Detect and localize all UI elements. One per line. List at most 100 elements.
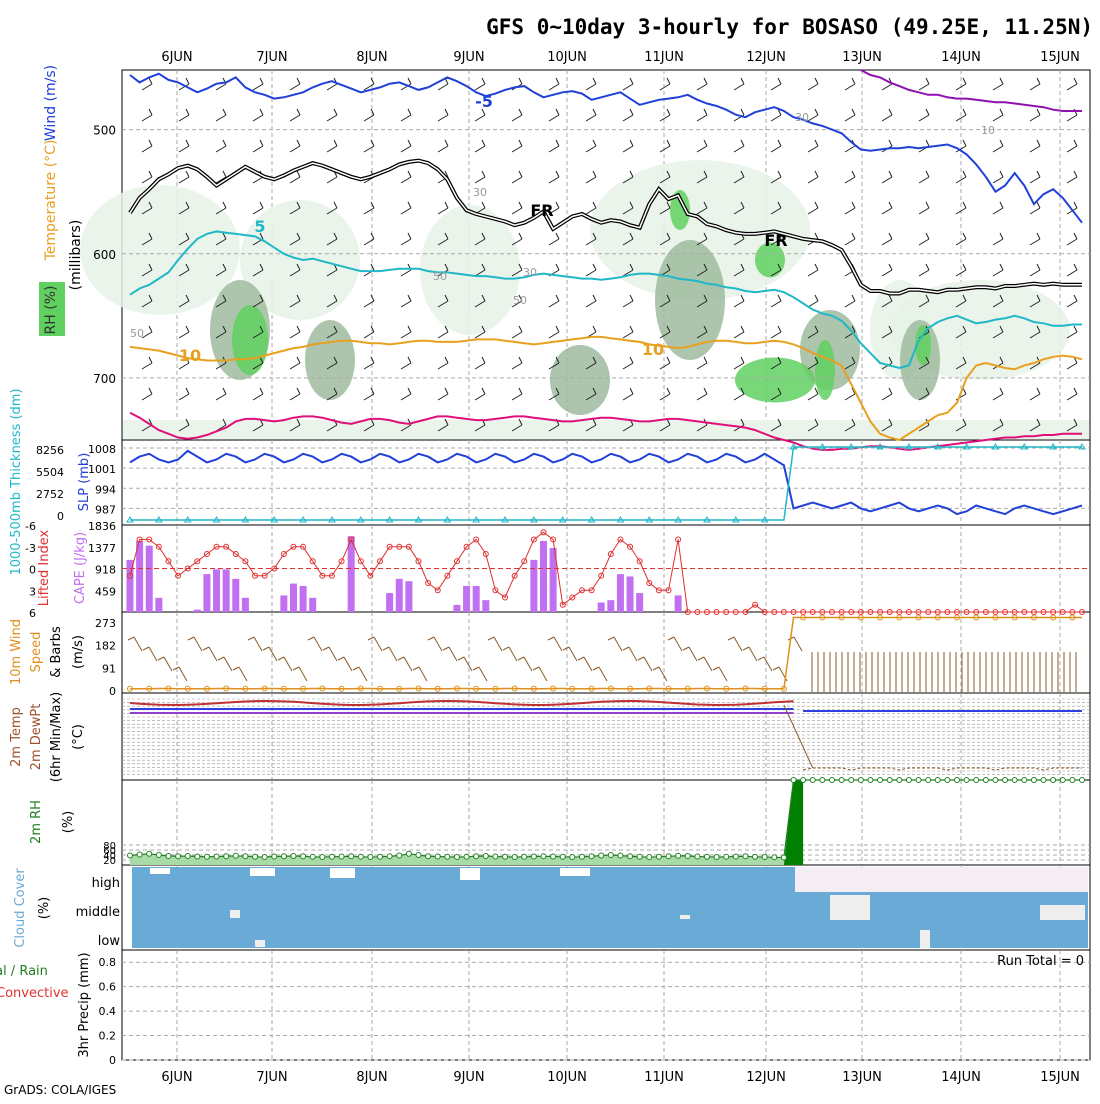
rh-marker	[242, 853, 249, 860]
wind-speed-line	[130, 616, 1082, 690]
wind-barb	[511, 387, 523, 401]
wind-speed-marker	[973, 614, 980, 621]
lifted-index-marker	[675, 536, 682, 543]
wind-barb	[511, 263, 523, 277]
y-tick-label: 994	[95, 483, 116, 496]
cape-bar	[482, 600, 490, 612]
thickness-marker	[501, 516, 509, 523]
cape-bar	[289, 583, 297, 612]
wind-barb	[363, 294, 375, 308]
y-tick-label: 987	[95, 503, 116, 516]
rh-marker	[992, 777, 999, 783]
rh-marker	[665, 853, 672, 860]
wind-barb	[1029, 170, 1041, 184]
wind-barb	[141, 201, 153, 215]
lifted-index-marker	[559, 601, 566, 608]
wind-barb	[807, 201, 819, 215]
wind-barb	[733, 201, 745, 215]
wind-barb	[622, 108, 634, 122]
wind-speed-marker	[877, 614, 884, 621]
wind-barb	[955, 201, 967, 215]
rh-shading	[655, 240, 725, 360]
lifted-index-marker	[1021, 609, 1028, 615]
rh-shading	[123, 420, 1089, 439]
wind-barb-10m	[262, 646, 278, 662]
cape-bar	[463, 585, 471, 612]
wind-barb	[548, 77, 560, 91]
wind-barb	[844, 232, 856, 246]
lifted-index-marker	[348, 536, 355, 543]
wind-barb	[733, 294, 745, 308]
y-tick-label: 600	[93, 248, 116, 262]
rh-marker	[703, 853, 710, 860]
lifted-index-marker	[155, 543, 162, 550]
cloud-gap	[680, 915, 690, 919]
wind-barb	[326, 294, 338, 308]
wind-speed-marker	[146, 685, 153, 692]
wind-barb	[326, 387, 338, 401]
x-tick-label-bottom: 12JUN	[746, 1070, 786, 1085]
wind-barb	[696, 139, 708, 153]
wind-barb	[289, 294, 301, 308]
wind-speed-marker	[1030, 614, 1037, 621]
wind-barb	[141, 232, 153, 246]
lifted-index-marker	[550, 536, 557, 543]
wind-barb	[918, 387, 930, 401]
wind-speed-marker	[934, 614, 941, 621]
wind-barb	[659, 201, 671, 215]
wind-barb	[881, 325, 893, 339]
wind-barb	[474, 356, 486, 370]
wind-barb	[696, 387, 708, 401]
wind-barb	[696, 356, 708, 370]
lifted-index-marker	[502, 594, 509, 601]
wind-barb	[992, 294, 1004, 308]
rh-marker	[453, 854, 460, 860]
wind-speed-marker	[261, 685, 268, 692]
lifted-index-marker	[761, 609, 768, 615]
cape-bar	[299, 585, 307, 612]
lifted-index-marker	[944, 609, 951, 615]
wind-barb	[252, 108, 264, 122]
lifted-index-marker	[309, 558, 316, 565]
isotherm-line	[129, 335, 1083, 442]
lifted-index-marker	[723, 609, 730, 615]
rh-marker	[934, 777, 941, 783]
wind-barb	[585, 387, 597, 401]
wind-speed-marker	[127, 685, 133, 692]
wind-barb	[696, 263, 708, 277]
wind-barb-10m	[577, 656, 593, 672]
wind-barb	[622, 139, 634, 153]
wind-barb-10m	[442, 646, 458, 662]
lifted-index-marker	[905, 609, 912, 615]
wind-barb	[363, 232, 375, 246]
cloud-gap	[460, 868, 480, 880]
wind-barb	[807, 418, 819, 432]
wind-barb	[141, 325, 153, 339]
lifted-index-marker	[319, 572, 326, 579]
wind-barb	[437, 387, 449, 401]
wind-barb	[585, 294, 597, 308]
thickness-marker	[241, 516, 250, 523]
cape-bar	[241, 597, 249, 612]
wind-speed-marker	[627, 685, 634, 692]
wind-barb-10m	[487, 636, 503, 652]
wind-barb	[807, 294, 819, 308]
panel-frame-wind10m	[121, 611, 1091, 694]
wind-barb	[1029, 77, 1041, 91]
wind-barb	[511, 325, 523, 339]
y-tick-label: 0	[109, 685, 116, 698]
lifted-index-marker	[377, 558, 384, 565]
wind-barb	[1066, 170, 1078, 184]
rh-marker	[146, 850, 153, 857]
wind-barb	[400, 263, 412, 277]
lifted-index-marker	[511, 572, 518, 579]
rh-marker	[684, 853, 691, 859]
chart-title: GFS 0~10day 3-hourly for BOSASO (49.25E,…	[486, 15, 1093, 39]
wind-barb	[511, 294, 523, 308]
wind-speed-marker	[357, 685, 364, 692]
rh-marker	[386, 853, 393, 860]
rh-marker	[1040, 777, 1047, 783]
wind-barb	[178, 201, 190, 215]
wind-barb	[474, 263, 486, 277]
wind-barb	[511, 108, 523, 122]
